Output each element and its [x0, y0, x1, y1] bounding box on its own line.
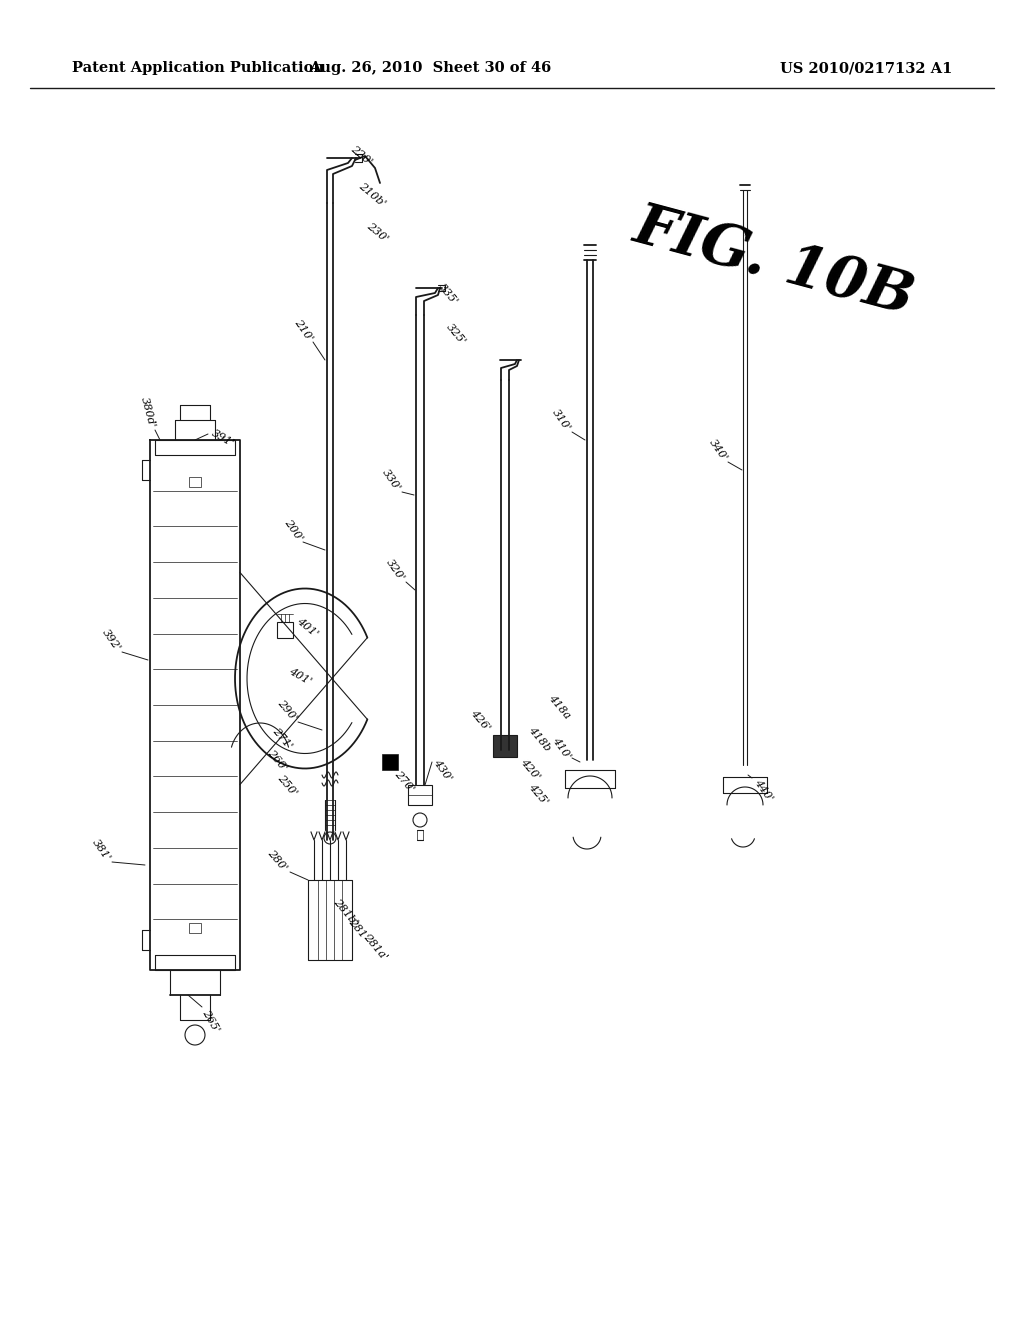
Text: 230': 230' — [365, 222, 390, 244]
Text: 250': 250' — [275, 774, 299, 799]
Text: 320': 320' — [384, 557, 407, 583]
Bar — [278, 622, 293, 638]
Text: 310': 310' — [550, 407, 572, 433]
Text: 281b': 281b' — [331, 896, 359, 928]
Text: FIG. 10B: FIG. 10B — [628, 198, 921, 327]
Text: 280': 280' — [265, 849, 289, 874]
Text: US 2010/0217132 A1: US 2010/0217132 A1 — [780, 61, 952, 75]
Text: 340': 340' — [707, 437, 729, 463]
Text: 440': 440' — [752, 777, 774, 803]
Text: 220': 220' — [349, 144, 374, 168]
Text: 426': 426' — [469, 708, 492, 733]
Text: 290': 290' — [275, 698, 299, 723]
Text: 325': 325' — [444, 322, 468, 347]
Text: 410': 410' — [550, 735, 572, 760]
Text: 381': 381' — [90, 837, 112, 863]
Text: 281a': 281a' — [361, 932, 389, 962]
Text: 335': 335' — [436, 281, 460, 306]
Text: 210': 210' — [292, 317, 314, 343]
Text: 430': 430' — [431, 758, 453, 783]
Text: 420': 420' — [518, 756, 542, 781]
Bar — [408, 785, 432, 805]
Text: 265': 265' — [201, 1007, 221, 1034]
Bar — [382, 754, 398, 770]
Text: 401': 401' — [288, 665, 313, 686]
Text: 271': 271' — [270, 726, 294, 751]
Text: 418b: 418b — [526, 725, 552, 752]
Bar — [493, 735, 517, 756]
Bar — [189, 923, 201, 933]
Bar — [189, 478, 201, 487]
Text: 401': 401' — [295, 616, 319, 639]
Text: 380d': 380d' — [139, 396, 157, 429]
Text: 270': 270' — [392, 768, 416, 793]
Text: 210b': 210b' — [356, 181, 387, 209]
Text: 391': 391' — [210, 428, 236, 449]
Text: 200': 200' — [282, 517, 304, 543]
Text: 281': 281' — [346, 917, 370, 942]
Text: 418a: 418a — [546, 693, 571, 721]
Text: 330': 330' — [380, 467, 402, 492]
Text: Aug. 26, 2010  Sheet 30 of 46: Aug. 26, 2010 Sheet 30 of 46 — [309, 61, 551, 75]
Text: 392': 392' — [100, 627, 122, 653]
Text: 260': 260' — [265, 748, 289, 774]
Text: Patent Application Publication: Patent Application Publication — [72, 61, 324, 75]
Text: 425': 425' — [526, 781, 550, 807]
